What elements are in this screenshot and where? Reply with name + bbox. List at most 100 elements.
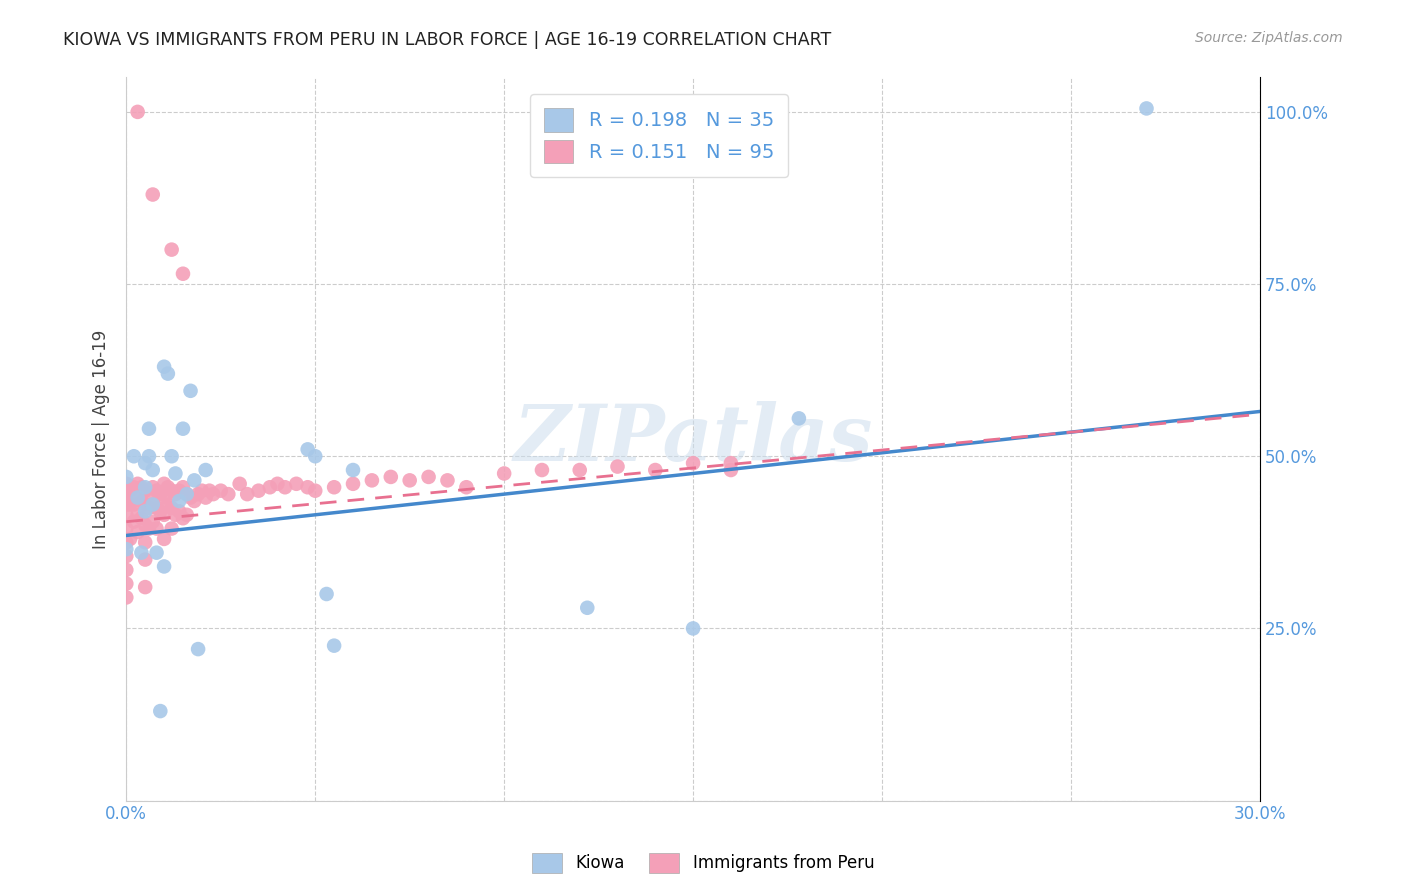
Point <box>183 494 205 508</box>
Point <box>720 456 742 470</box>
Point <box>297 480 319 494</box>
Point <box>127 524 149 539</box>
Point <box>167 483 190 498</box>
Point <box>167 504 190 518</box>
Point <box>342 476 364 491</box>
Point <box>134 580 156 594</box>
Text: Source: ZipAtlas.com: Source: ZipAtlas.com <box>1195 31 1343 45</box>
Point <box>138 522 160 536</box>
Point <box>153 559 176 574</box>
Point <box>142 480 165 494</box>
Point <box>304 483 326 498</box>
Point <box>606 459 628 474</box>
Point <box>187 487 209 501</box>
Point <box>180 491 202 505</box>
Point <box>160 522 183 536</box>
Point <box>122 480 145 494</box>
Legend: Kiowa, Immigrants from Peru: Kiowa, Immigrants from Peru <box>524 847 882 880</box>
Point <box>115 563 138 577</box>
Point <box>122 449 145 463</box>
Point <box>183 474 205 488</box>
Point <box>131 546 153 560</box>
Point <box>134 480 156 494</box>
Point <box>138 422 160 436</box>
Point <box>172 422 194 436</box>
Point <box>131 511 153 525</box>
Point <box>436 474 458 488</box>
Point <box>134 483 156 498</box>
Point <box>142 515 165 529</box>
Point <box>530 463 553 477</box>
Point <box>156 367 179 381</box>
Point <box>380 470 402 484</box>
Point <box>228 476 250 491</box>
Point <box>160 243 183 257</box>
Point <box>315 587 337 601</box>
Point <box>165 487 187 501</box>
Point <box>120 483 142 498</box>
Point <box>142 498 165 512</box>
Point <box>120 498 142 512</box>
Point <box>153 508 176 522</box>
Point <box>180 384 202 398</box>
Point <box>115 487 138 501</box>
Point <box>145 522 167 536</box>
Point <box>568 463 591 477</box>
Point <box>172 480 194 494</box>
Point <box>323 639 346 653</box>
Point <box>122 515 145 529</box>
Point <box>120 532 142 546</box>
Point <box>176 508 198 522</box>
Point <box>165 508 187 522</box>
Point <box>138 500 160 515</box>
Point <box>198 483 221 498</box>
Point <box>247 483 270 498</box>
Point <box>138 449 160 463</box>
Point <box>274 480 297 494</box>
Point <box>236 487 259 501</box>
Legend: R = 0.198   N = 35, R = 0.151   N = 95: R = 0.198 N = 35, R = 0.151 N = 95 <box>530 95 787 177</box>
Point <box>145 483 167 498</box>
Point <box>115 508 138 522</box>
Point <box>682 456 704 470</box>
Point <box>115 476 138 491</box>
Point <box>153 491 176 505</box>
Point <box>131 494 153 508</box>
Point <box>115 535 138 549</box>
Point <box>134 504 156 518</box>
Point <box>115 549 138 563</box>
Point <box>165 467 187 481</box>
Point <box>787 411 810 425</box>
Point <box>142 463 165 477</box>
Point <box>323 480 346 494</box>
Point <box>115 542 138 557</box>
Point <box>304 449 326 463</box>
Point <box>122 498 145 512</box>
Point <box>342 463 364 477</box>
Point <box>115 522 138 536</box>
Point <box>134 535 156 549</box>
Point <box>138 487 160 501</box>
Point <box>167 494 190 508</box>
Point <box>127 104 149 119</box>
Text: ZIPatlas: ZIPatlas <box>513 401 873 477</box>
Point <box>297 442 319 457</box>
Point <box>145 500 167 515</box>
Point <box>194 463 217 477</box>
Point <box>682 622 704 636</box>
Point <box>156 480 179 494</box>
Point <box>134 456 156 470</box>
Point <box>187 642 209 657</box>
Point <box>172 511 194 525</box>
Point <box>156 498 179 512</box>
Point <box>142 187 165 202</box>
Point <box>127 508 149 522</box>
Point <box>115 591 138 605</box>
Point <box>644 463 666 477</box>
Point <box>1135 102 1157 116</box>
Point <box>115 470 138 484</box>
Point <box>398 474 420 488</box>
Point <box>191 483 214 498</box>
Point <box>176 487 198 501</box>
Point <box>127 491 149 505</box>
